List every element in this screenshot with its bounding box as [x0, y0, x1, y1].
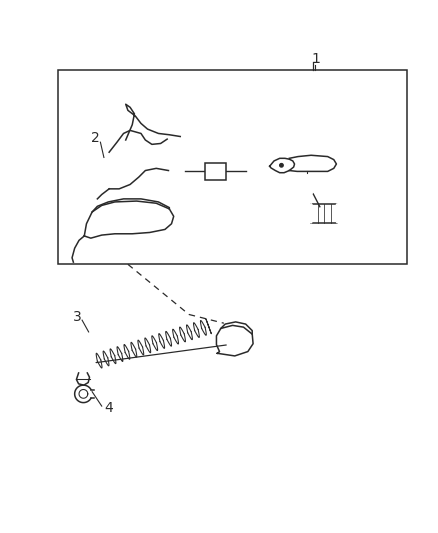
Bar: [58, 70, 406, 264]
Text: 2: 2: [91, 131, 99, 145]
Ellipse shape: [76, 358, 95, 373]
Ellipse shape: [334, 204, 339, 223]
Text: 4: 4: [104, 401, 113, 415]
Text: 1: 1: [310, 52, 319, 66]
Text: 3: 3: [73, 310, 82, 324]
Bar: [311, 204, 336, 223]
Circle shape: [279, 164, 283, 167]
Ellipse shape: [308, 204, 313, 223]
Ellipse shape: [298, 181, 314, 195]
Bar: [204, 163, 225, 180]
